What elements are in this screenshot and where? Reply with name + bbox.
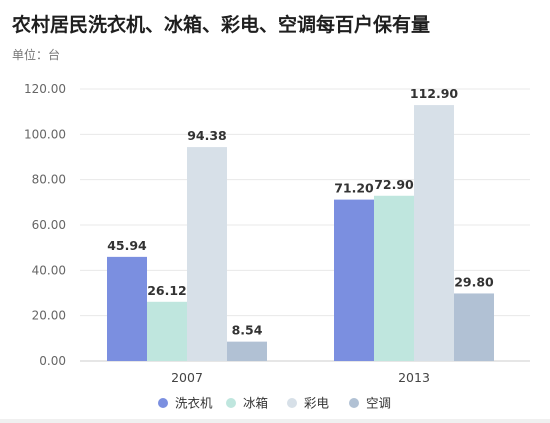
data-label: 29.80 bbox=[454, 274, 494, 289]
x-tick-label: 2007 bbox=[171, 370, 203, 385]
legend-marker-彩电 bbox=[287, 398, 297, 408]
y-tick-label: 0.00 bbox=[39, 354, 66, 368]
data-label: 72.90 bbox=[374, 177, 414, 192]
bar-冰箱-2013 bbox=[374, 195, 414, 361]
bar-冰箱-2007 bbox=[147, 301, 187, 361]
data-label: 94.38 bbox=[187, 128, 227, 143]
x-tick-label: 2013 bbox=[398, 370, 430, 385]
legend-label: 彩电 bbox=[304, 396, 330, 411]
bar-空调-2013 bbox=[454, 293, 494, 361]
legend-label: 冰箱 bbox=[243, 396, 268, 411]
chart-title: 农村居民洗衣机、冰箱、彩电、空调每百户保有量 bbox=[12, 14, 431, 36]
bar-彩电-2007 bbox=[187, 147, 227, 361]
data-label: 71.20 bbox=[334, 181, 374, 196]
legend-marker-冰箱 bbox=[226, 398, 236, 408]
legend-label: 空调 bbox=[366, 396, 391, 411]
y-tick-label: 20.00 bbox=[32, 309, 66, 323]
y-tick-label: 40.00 bbox=[32, 263, 66, 277]
y-tick-label: 100.00 bbox=[24, 127, 66, 141]
bar-彩电-2013 bbox=[414, 105, 454, 362]
bar-洗衣机-2007 bbox=[107, 256, 147, 361]
data-label: 26.12 bbox=[147, 283, 187, 298]
data-label: 112.90 bbox=[410, 86, 459, 101]
y-tick-label: 120.00 bbox=[24, 82, 66, 96]
y-tick-label: 80.00 bbox=[32, 173, 66, 187]
legend-marker-空调 bbox=[349, 398, 359, 408]
bar-空调-2007 bbox=[227, 341, 267, 361]
unit-label: 单位：台 bbox=[12, 48, 61, 62]
bottom-rule bbox=[0, 419, 550, 423]
y-tick-label: 60.00 bbox=[32, 218, 66, 232]
bar-洗衣机-2013 bbox=[334, 199, 374, 361]
data-label: 8.54 bbox=[232, 323, 263, 338]
data-label: 45.94 bbox=[107, 238, 147, 253]
legend-label: 洗衣机 bbox=[175, 396, 213, 411]
legend-marker-洗衣机 bbox=[158, 398, 168, 408]
